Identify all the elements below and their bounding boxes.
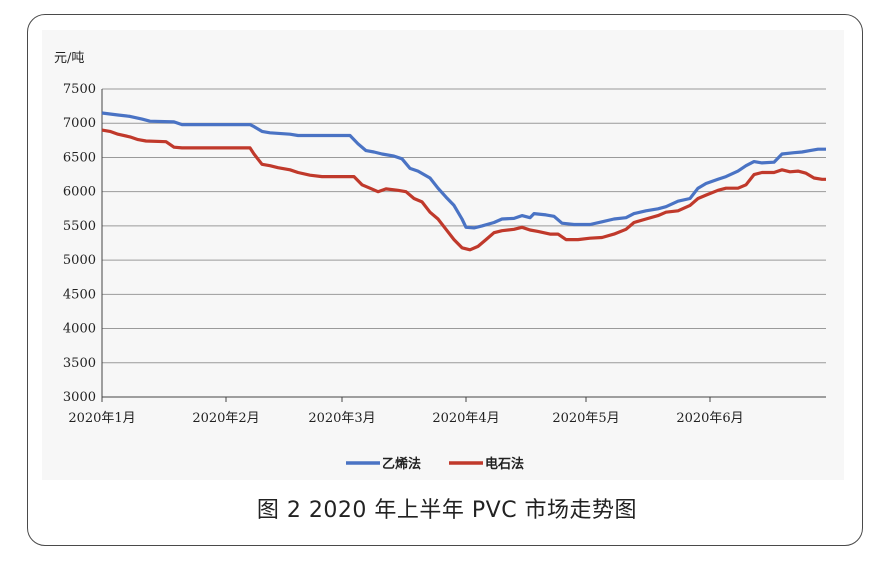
series-lines (101, 111, 826, 252)
series-line-1 (101, 111, 826, 230)
x-tick-label: 2020年2月 (192, 411, 259, 426)
y-axis-ticks: 3000 3500 4000 4500 5000 5500 6000 6500 7000 7500 (63, 82, 96, 405)
y-tick-label: 5000 (63, 253, 96, 268)
legend-label-1: 乙烯法 (382, 456, 421, 472)
y-tick-label: 5500 (63, 219, 96, 234)
y-tick-label: 7500 (63, 82, 96, 97)
y-tick-label: 7000 (63, 116, 96, 131)
y-tick-label: 3500 (63, 356, 96, 371)
chart-background (42, 30, 844, 480)
legend: 乙烯法 电石法 (346, 456, 524, 472)
y-tick-label: 4500 (63, 287, 96, 302)
gridlines (101, 88, 826, 398)
x-tick-label: 2020年5月 (552, 411, 619, 426)
figure-caption: 图 2 2020 年上半年 PVC 市场走势图 (256, 498, 638, 523)
legend-label-2: 电石法 (485, 456, 524, 472)
x-tick-label: 2020年6月 (676, 411, 743, 426)
y-tick-label: 3000 (63, 390, 96, 405)
y-tick-label: 4000 (63, 322, 96, 337)
x-tick-label: 2020年4月 (432, 411, 499, 426)
x-tick-label: 2020年1月 (68, 411, 135, 426)
series-line-2 (101, 128, 826, 252)
y-tick-label: 6500 (63, 150, 96, 165)
y-axis-unit-label: 元/吨 (54, 51, 84, 66)
y-tick-label: 6000 (63, 185, 96, 200)
x-axis-ticks: 2020年1月 2020年2月 2020年3月 2020年4月 2020年5月 2020年… (68, 397, 744, 426)
x-tick-label: 2020年3月 (308, 411, 375, 426)
